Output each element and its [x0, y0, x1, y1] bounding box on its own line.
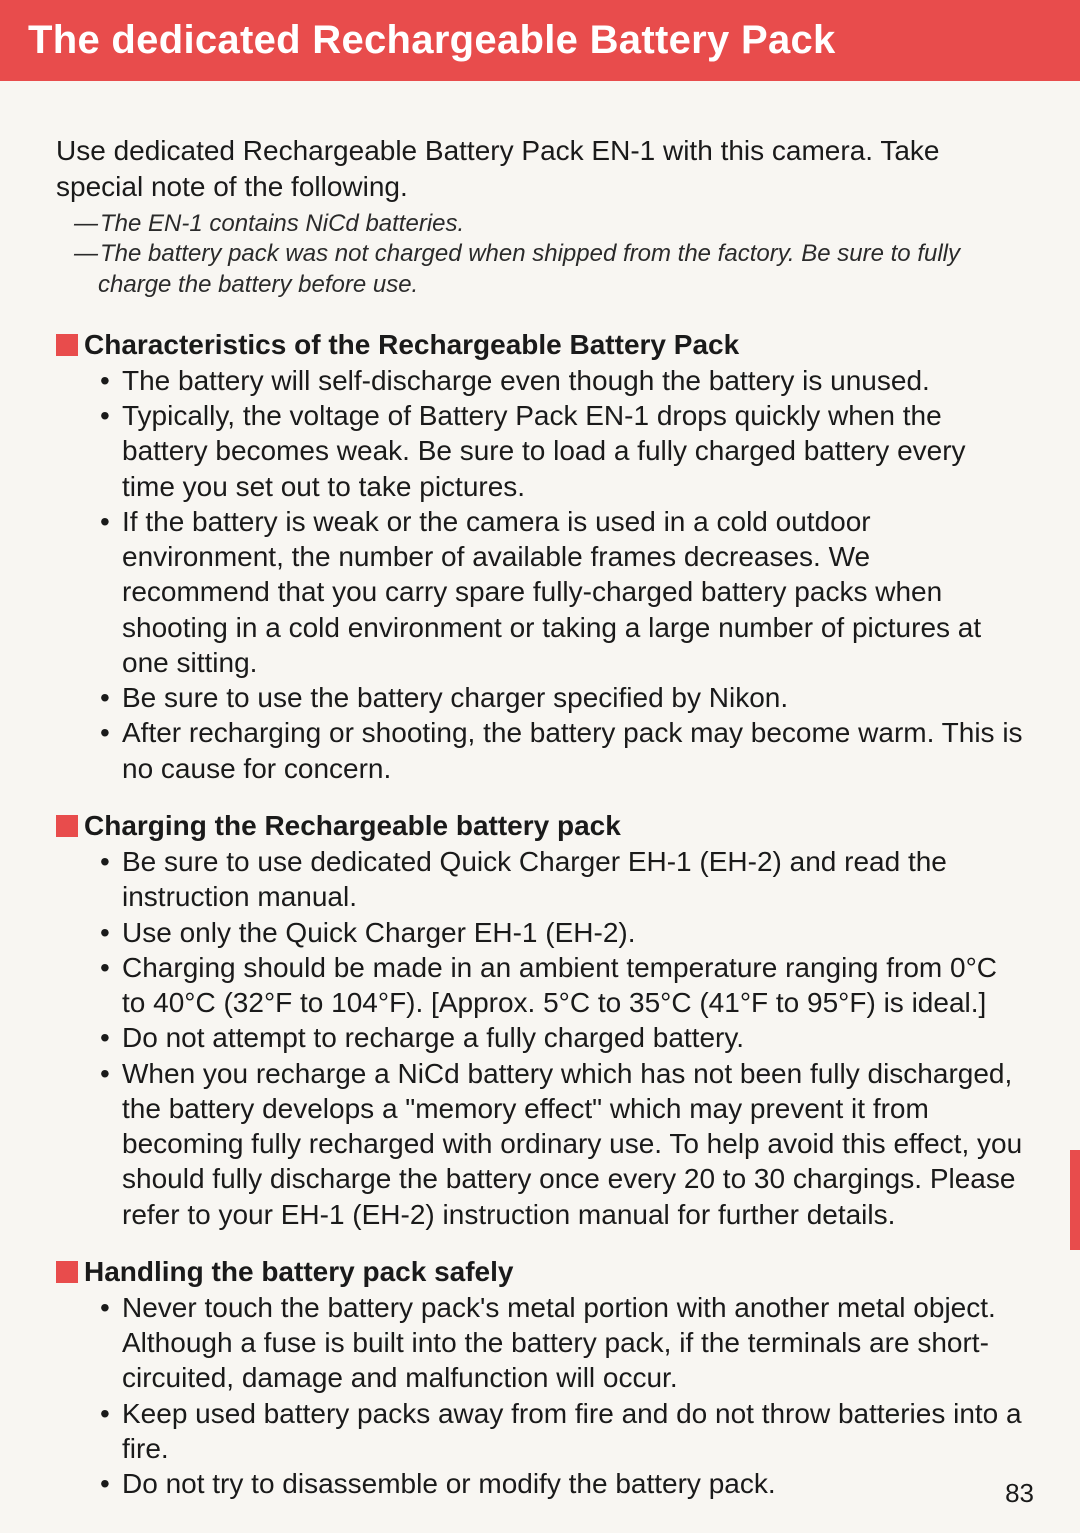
intro-notes: The EN-1 contains NiCd batteries. The ba…	[74, 209, 1024, 301]
list-item: Typically, the voltage of Battery Pack E…	[100, 398, 1024, 504]
square-bullet-icon	[56, 1261, 78, 1283]
list-item: Be sure to use the battery charger speci…	[100, 680, 1024, 715]
section-title: Charging the Rechargeable battery pack	[84, 810, 621, 842]
square-bullet-icon	[56, 815, 78, 837]
list-item: After recharging or shooting, the batter…	[100, 715, 1024, 786]
banner-title: The dedicated Rechargeable Battery Pack	[28, 18, 836, 62]
section-title: Characteristics of the Rechargeable Batt…	[84, 329, 739, 361]
note-item: The battery pack was not charged when sh…	[74, 239, 1024, 300]
section-title: Handling the battery pack safely	[84, 1256, 513, 1288]
list-item: Be sure to use dedicated Quick Charger E…	[100, 844, 1024, 915]
page-content: Use dedicated Rechargeable Battery Pack …	[0, 81, 1080, 1502]
list-item: Use only the Quick Charger EH-1 (EH-2).	[100, 915, 1024, 950]
banner: The dedicated Rechargeable Battery Pack	[0, 0, 1080, 81]
section-heading: Charging the Rechargeable battery pack	[56, 810, 1024, 842]
list-item: Never touch the battery pack's metal por…	[100, 1290, 1024, 1396]
section-heading: Handling the battery pack safely	[56, 1256, 1024, 1288]
intro-text: Use dedicated Rechargeable Battery Pack …	[56, 133, 1024, 205]
bullet-list: The battery will self-discharge even tho…	[56, 363, 1024, 786]
section-charging: Charging the Rechargeable battery pack B…	[56, 810, 1024, 1232]
square-bullet-icon	[56, 334, 78, 356]
list-item: When you recharge a NiCd battery which h…	[100, 1056, 1024, 1232]
list-item: Keep used battery packs away from fire a…	[100, 1396, 1024, 1467]
note-item: The EN-1 contains NiCd batteries.	[74, 209, 1024, 240]
list-item: If the battery is weak or the camera is …	[100, 504, 1024, 680]
list-item: Do not attempt to recharge a fully charg…	[100, 1020, 1024, 1055]
bullet-list: Never touch the battery pack's metal por…	[56, 1290, 1024, 1502]
section-handling: Handling the battery pack safely Never t…	[56, 1256, 1024, 1502]
page-number: 83	[1005, 1478, 1034, 1509]
list-item: Charging should be made in an ambient te…	[100, 950, 1024, 1021]
section-heading: Characteristics of the Rechargeable Batt…	[56, 329, 1024, 361]
page-edge-tab	[1070, 1150, 1080, 1250]
list-item: The battery will self-discharge even tho…	[100, 363, 1024, 398]
list-item: Do not try to disassemble or modify the …	[100, 1466, 1024, 1501]
bullet-list: Be sure to use dedicated Quick Charger E…	[56, 844, 1024, 1232]
section-characteristics: Characteristics of the Rechargeable Batt…	[56, 329, 1024, 786]
